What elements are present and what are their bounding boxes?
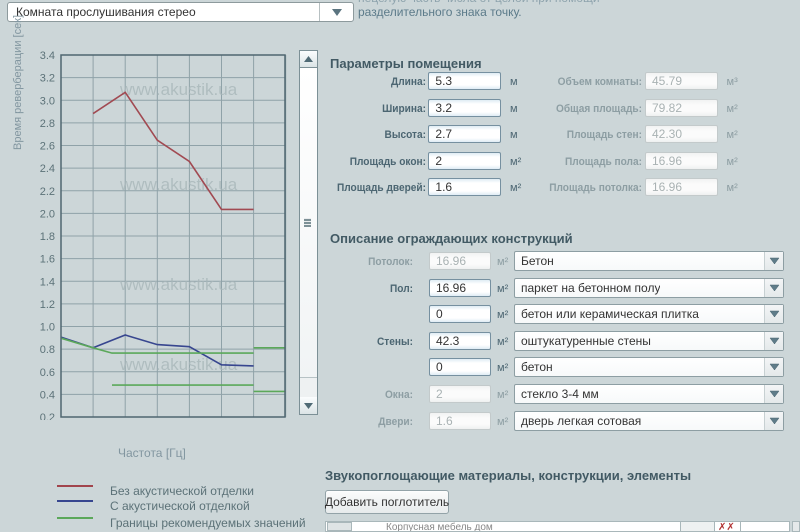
- svg-text:0.2: 0.2: [40, 412, 55, 420]
- svg-text:3.4: 3.4: [40, 50, 55, 62]
- svg-text:1.8: 1.8: [40, 231, 55, 243]
- svg-text:3.2: 3.2: [40, 73, 55, 85]
- svg-text:2.6: 2.6: [40, 141, 55, 153]
- svg-text:2.2: 2.2: [40, 186, 55, 198]
- svg-text:0.6: 0.6: [40, 367, 55, 379]
- svg-text:2.4: 2.4: [40, 163, 55, 175]
- svg-text:1.6: 1.6: [40, 254, 55, 266]
- svg-text:0.8: 0.8: [40, 344, 55, 356]
- svg-text:0.4: 0.4: [40, 389, 55, 401]
- svg-text:1.0: 1.0: [40, 322, 55, 334]
- svg-text:1.4: 1.4: [40, 276, 55, 288]
- svg-text:2.8: 2.8: [40, 118, 55, 130]
- svg-text:3.0: 3.0: [40, 95, 55, 107]
- svg-text:1.2: 1.2: [40, 299, 55, 311]
- svg-text:2.0: 2.0: [40, 208, 55, 220]
